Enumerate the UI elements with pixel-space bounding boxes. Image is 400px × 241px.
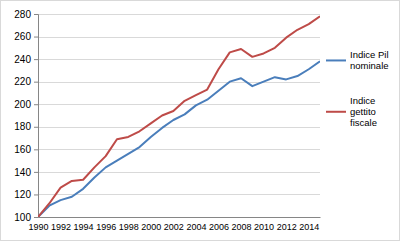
grid-line <box>38 14 320 15</box>
grid-line <box>38 149 320 150</box>
y-tick-mark <box>34 149 38 150</box>
y-tick-label: 280 <box>14 9 31 20</box>
y-tick-mark <box>34 14 38 15</box>
y-axis: 100120140160180200220240260280 <box>14 9 38 223</box>
x-tick-label: 1996 <box>96 222 116 232</box>
y-tick-mark <box>34 194 38 195</box>
y-tick-label: 160 <box>14 144 31 155</box>
x-tick-label: 2000 <box>141 222 161 232</box>
y-tick-mark <box>34 127 38 128</box>
y-tick-label: 180 <box>14 121 31 132</box>
x-tick-label: 1998 <box>119 222 139 232</box>
grid <box>38 15 320 218</box>
y-tick-label: 240 <box>14 54 31 65</box>
x-tick-label: 2014 <box>299 222 319 232</box>
grid-line <box>38 217 320 218</box>
plot-area <box>38 16 320 217</box>
x-tick: 2008 <box>232 217 252 232</box>
y-tick: 280 <box>14 9 38 20</box>
y-tick: 240 <box>14 54 38 65</box>
grid-line <box>38 59 320 60</box>
y-tick: 140 <box>14 167 38 178</box>
x-tick-label: 1992 <box>51 222 71 232</box>
x-tick: 1992 <box>51 217 71 232</box>
x-tick-label: 1990 <box>28 222 48 232</box>
y-tick-mark <box>34 37 38 38</box>
x-tick: 2012 <box>277 217 297 232</box>
grid-line <box>38 82 320 83</box>
y-tick-mark <box>34 104 38 105</box>
series-line <box>38 61 320 217</box>
x-tick: 1996 <box>96 217 116 232</box>
grid-line <box>38 37 320 38</box>
x-tick-label: 2012 <box>277 222 297 232</box>
grid-line <box>38 127 320 128</box>
y-tick-label: 260 <box>14 31 31 42</box>
series-line <box>38 16 320 217</box>
legend-label-line: Indice <box>350 95 375 106</box>
chart: 1001201401601802002202402602801990199219… <box>0 0 400 241</box>
x-tick: 1994 <box>74 217 94 232</box>
legend-label-line: fiscale <box>350 117 377 128</box>
x-tick-label: 1994 <box>74 222 94 232</box>
x-tick: 1990 <box>28 217 48 232</box>
legend-label-line: Indice Pil <box>350 49 389 60</box>
legend-label: Indicegettitofiscale <box>350 95 377 128</box>
x-tick: 2010 <box>254 217 274 232</box>
x-tick: 2002 <box>164 217 184 232</box>
x-tick: 1998 <box>119 217 139 232</box>
y-tick: 220 <box>14 76 38 87</box>
x-tick: 2000 <box>141 217 161 232</box>
x-axis: 1990199219941996199820002002200420062008… <box>28 217 320 232</box>
x-tick-label: 2004 <box>186 222 206 232</box>
y-tick-mark <box>34 217 38 218</box>
legend-label-line: nominale <box>350 60 389 71</box>
x-axis-line <box>39 217 321 218</box>
legend-label-line: gettito <box>350 106 376 117</box>
x-tick: 2004 <box>186 217 206 232</box>
legend-label: Indice Pilnominale <box>350 49 389 71</box>
x-tick: 2014 <box>299 217 319 232</box>
legend-swatch <box>326 59 346 61</box>
chart-border <box>1 1 400 241</box>
y-tick: 260 <box>14 31 38 42</box>
x-tick-label: 2008 <box>232 222 252 232</box>
grid-line <box>38 194 320 195</box>
y-tick: 180 <box>14 121 38 132</box>
y-tick-label: 200 <box>14 99 31 110</box>
y-tick-mark <box>34 82 38 83</box>
x-tick-label: 2002 <box>164 222 184 232</box>
x-tick: 2006 <box>209 217 229 232</box>
x-tick-label: 2010 <box>254 222 274 232</box>
y-tick-label: 220 <box>14 76 31 87</box>
y-tick-label: 120 <box>14 189 31 200</box>
y-tick: 120 <box>14 189 38 200</box>
y-tick: 160 <box>14 144 38 155</box>
y-tick-label: 140 <box>14 167 31 178</box>
legend-item: Indice Pilnominale <box>326 49 389 71</box>
y-tick-mark <box>34 59 38 60</box>
legend-swatch <box>326 111 346 113</box>
y-tick-mark <box>34 172 38 173</box>
y-axis-line <box>34 15 39 218</box>
grid-line <box>38 172 320 173</box>
legend: Indice Pilnominale Indicegettitofiscale <box>326 49 389 128</box>
x-tick-label: 2006 <box>209 222 229 232</box>
legend-item: Indicegettitofiscale <box>326 95 377 128</box>
y-tick: 200 <box>14 99 38 110</box>
